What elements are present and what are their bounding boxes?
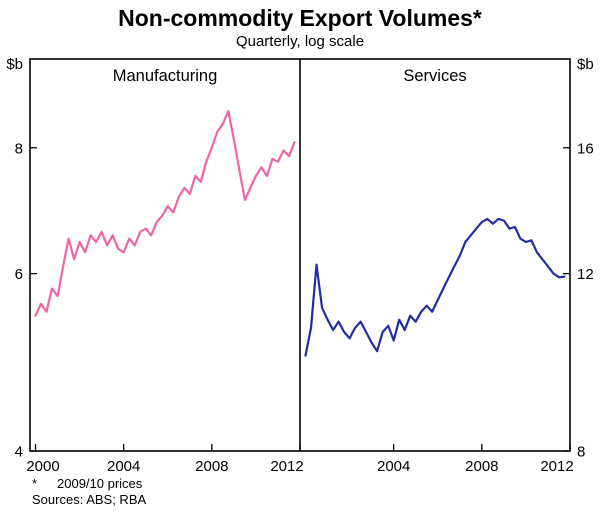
x-tick-label: 2008 <box>465 458 498 475</box>
y-tick-label-right: 12 <box>577 266 594 283</box>
y-tick-label-left: 4 <box>15 444 23 461</box>
sources-note: Sources: ABS; RBA <box>32 492 147 507</box>
series-line-services <box>304 217 566 357</box>
x-tick-label: 2008 <box>195 458 228 475</box>
chart-footnotes: * 2009/10 prices Sources: ABS; RBA <box>0 476 600 508</box>
y-tick-label-right: 8 <box>577 444 585 461</box>
y-tick-label-left: 6 <box>15 266 23 283</box>
footnote-text: 2009/10 prices <box>57 476 143 491</box>
y-axis-unit-left: $b <box>6 56 23 73</box>
y-tick-label-right: 16 <box>577 140 594 157</box>
panel-label-services: Services <box>403 67 466 85</box>
panel-label-manufacturing: Manufacturing <box>113 67 218 85</box>
x-tick-label: 2012 <box>270 458 303 475</box>
chart-title: Non-commodity Export Volumes* <box>118 5 482 31</box>
x-tick-label: 2012 <box>540 458 573 475</box>
y-tick-label-left: 8 <box>15 140 23 157</box>
chart-canvas: 4 6 8 2000 2004 2008 2012 $b Manufacturing 8 12 16 2… <box>6 56 594 475</box>
footnote-line: * 2009/10 prices <box>32 476 600 492</box>
footnote-marker: * <box>32 476 38 491</box>
series-line-manufacturing <box>34 109 296 317</box>
y-axis-unit-right: $b <box>577 56 594 73</box>
x-tick-label: 2004 <box>107 458 140 475</box>
x-tick-label: 2000 <box>26 458 59 475</box>
chart-subtitle: Quarterly, log scale <box>235 33 365 50</box>
x-tick-label: 2004 <box>377 458 410 475</box>
